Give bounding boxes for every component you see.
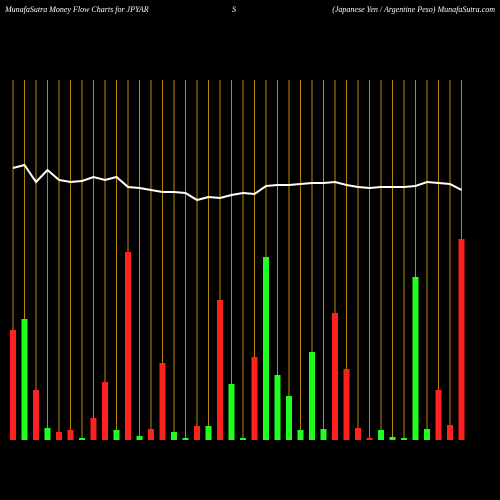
bar [309,352,315,440]
bar [412,277,419,440]
bar [389,437,396,440]
bar [228,384,235,440]
bar [194,426,200,440]
bar [159,363,166,440]
bar [240,438,246,440]
bar [447,425,453,440]
bar [21,319,28,440]
bar [113,430,120,440]
bar [33,390,39,440]
bar [10,330,16,440]
bar [44,428,51,440]
line [12,163,462,202]
bar [182,438,189,440]
bar [435,390,442,440]
chart-title: MunafaSutra Money Flow Charts for JPYAR [4,5,149,14]
bar [378,430,384,440]
chart-subtitle: S [232,5,236,14]
bar [332,313,338,440]
bar [79,438,85,440]
bar [286,396,292,440]
bar [102,382,108,440]
bar [297,430,304,440]
bar [320,429,327,440]
bar [366,438,373,440]
bar [125,252,131,440]
annotation: (Japanese Yen / Argentine Peso) MunafaSu… [332,5,495,14]
bar [355,428,361,440]
bar [136,436,143,440]
bar [343,369,350,440]
bar [171,432,177,440]
bar [67,430,74,440]
bar [205,426,212,440]
bar [217,300,223,440]
bar [274,375,281,440]
bar [148,429,154,440]
bar [90,418,97,440]
bar [401,438,407,440]
bar [251,357,258,440]
bar [458,239,465,440]
bar [56,432,62,440]
bar [424,429,430,440]
bar [263,257,269,440]
